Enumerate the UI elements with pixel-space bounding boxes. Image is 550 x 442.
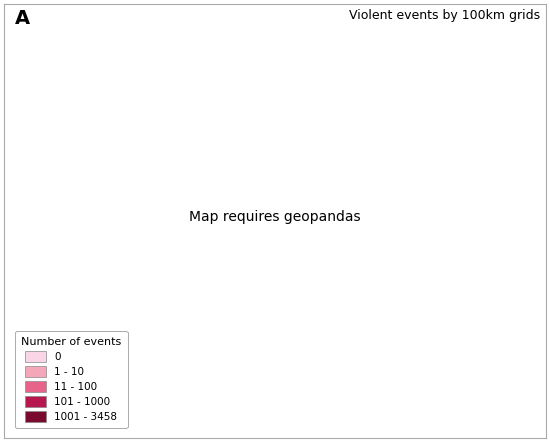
Legend: 0, 1 - 10, 11 - 100, 101 - 1000, 1001 - 3458: 0, 1 - 10, 11 - 100, 101 - 1000, 1001 - … — [15, 331, 128, 428]
Text: A: A — [15, 8, 30, 27]
Text: Map requires geopandas: Map requires geopandas — [189, 210, 361, 224]
Text: Violent events by 100km grids: Violent events by 100km grids — [349, 8, 541, 22]
